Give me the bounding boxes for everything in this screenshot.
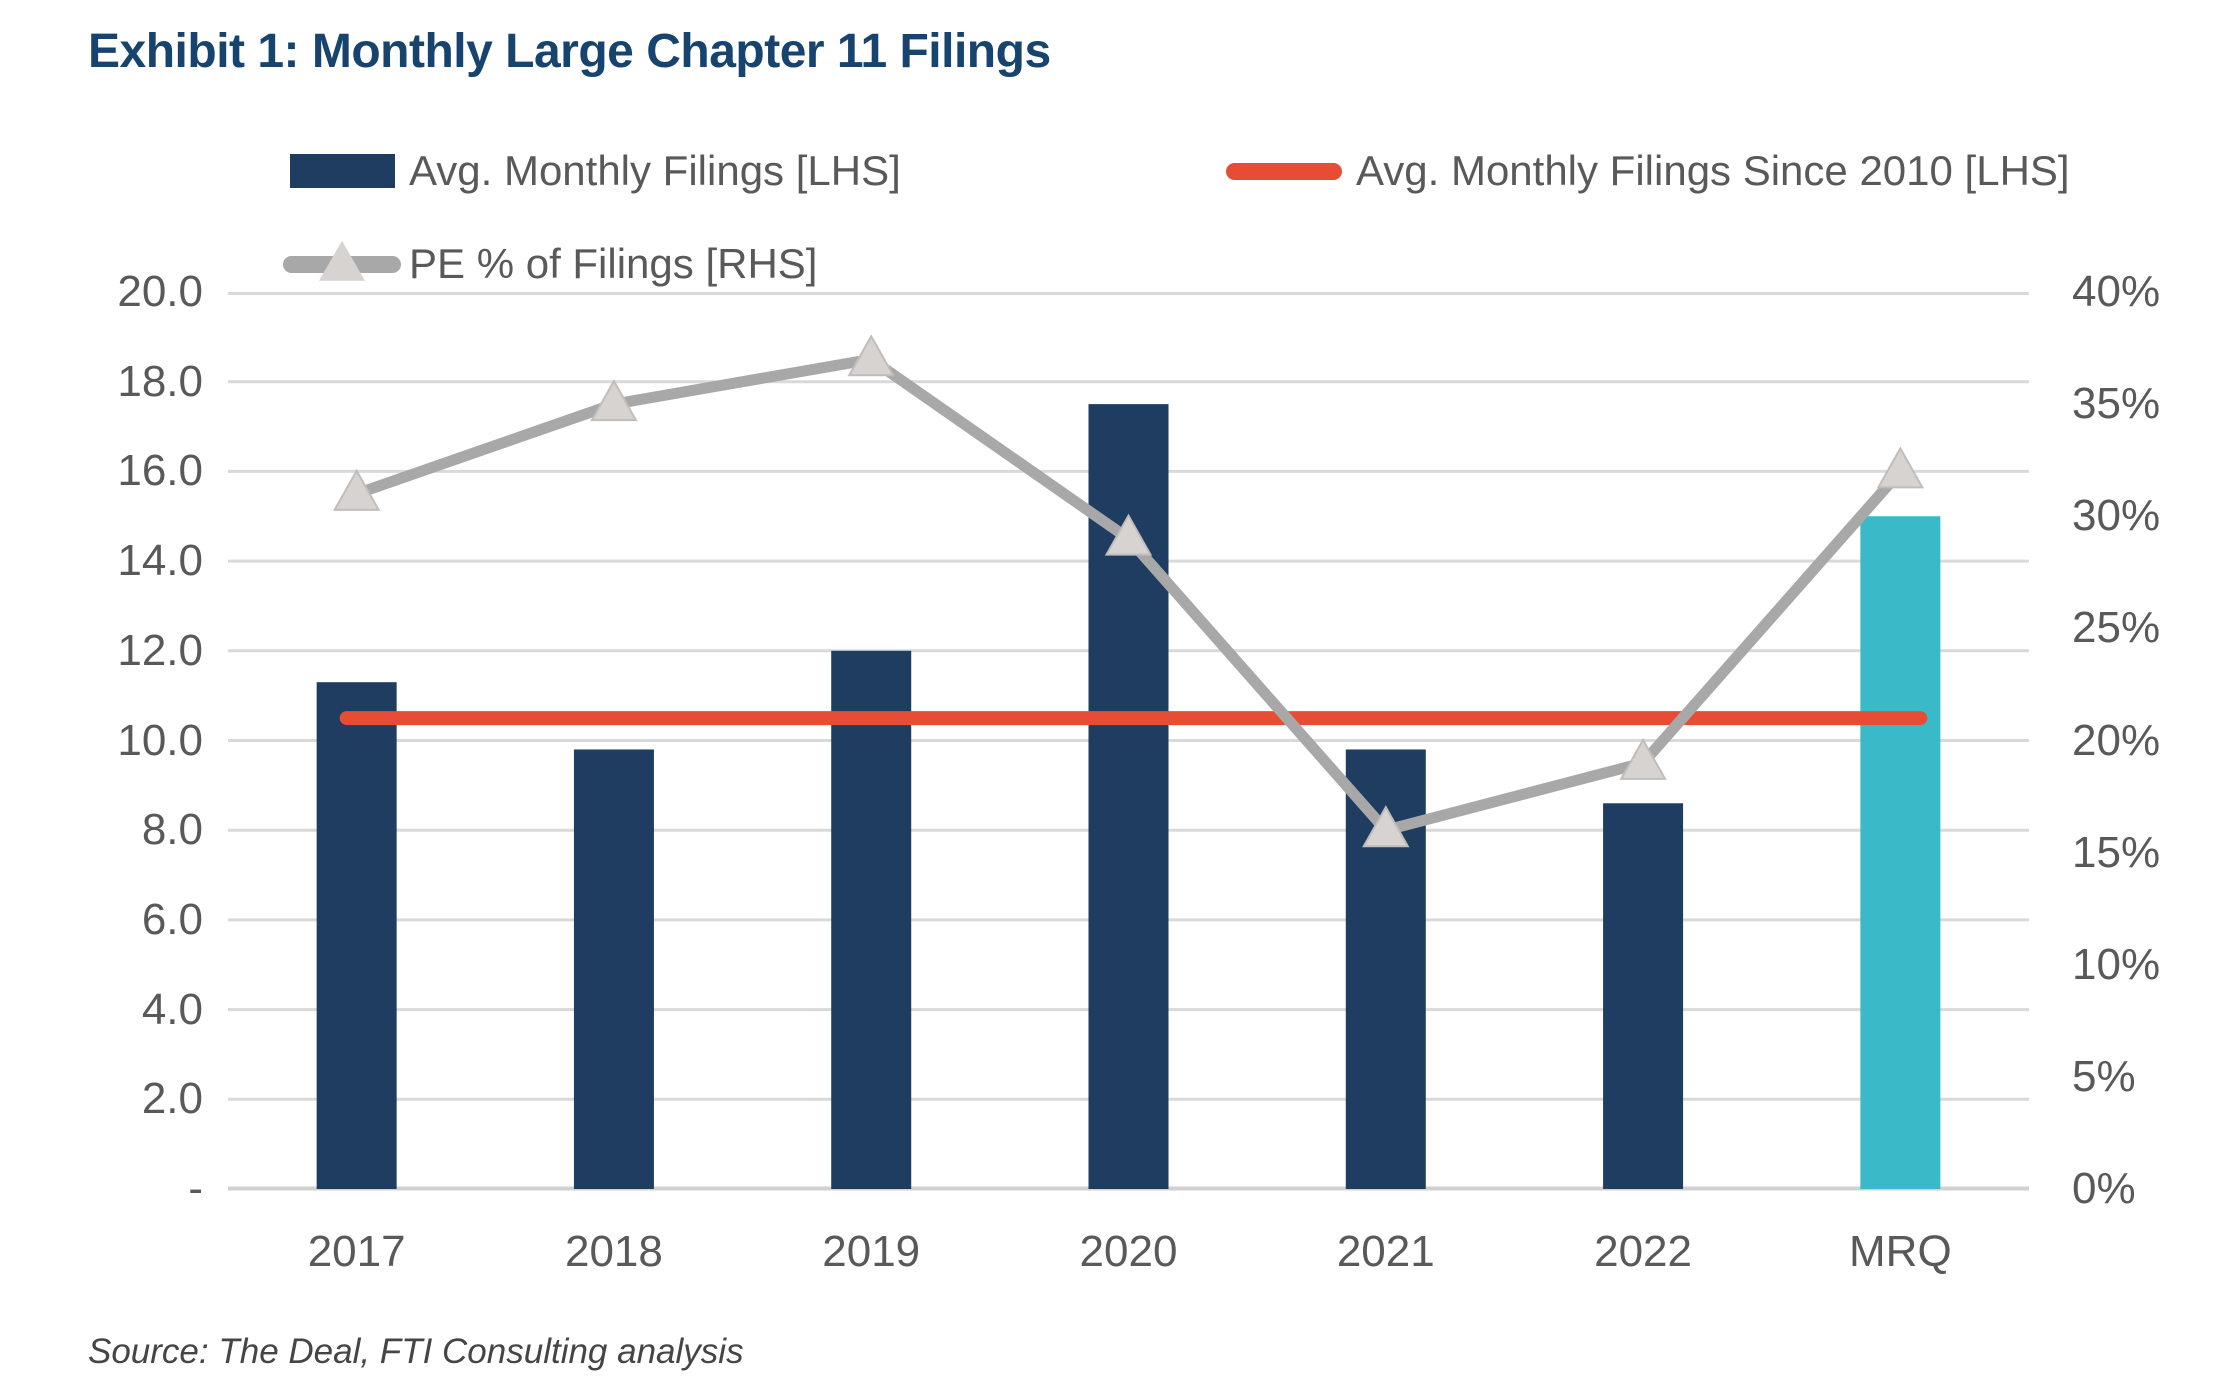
left-axis-tick: 20.0 [117,267,203,316]
left-axis-tick: 2.0 [141,1074,203,1124]
bar-swatch-icon [290,154,395,188]
x-axis-label-2019: 2019 [822,1227,921,1276]
left-axis-tick: 14.0 [117,536,203,586]
left-axis-tick: 10.0 [117,715,203,765]
x-axis-label-2017: 2017 [307,1227,406,1276]
pe-marker-2020 [1104,513,1153,556]
pe-marker-2019 [847,334,895,377]
right-axis-tick: 10% [2072,939,2161,989]
right-axis-tick: 35% [2072,379,2161,429]
right-axis-tick: 5% [2072,1051,2136,1101]
bar-2017 [316,682,397,1189]
left-axis: 20.0 18.0 16.0 14.0 12.0 10.0 8.0 6.0 4.0 2.0 - [55,267,203,1213]
gray-line-triangle-swatch-icon [283,240,401,281]
legend-label: Avg. Monthly Filings Since 2010 [LHS] [1356,147,2070,194]
x-axis-label-2020: 2020 [1079,1227,1178,1276]
red-line-swatch-icon [1226,162,1342,180]
pe-marker-MRQ [1876,446,1925,489]
bar-2019 [831,650,912,1189]
x-axis-label-2018: 2018 [564,1227,663,1276]
x-axis-label-2021: 2021 [1336,1227,1435,1276]
right-axis-tick: 0% [2072,1164,2136,1213]
triangle-marker-icon [319,240,365,281]
x-axis-label-2022: 2022 [1594,1227,1693,1276]
pe-marker-2021 [1362,805,1410,848]
pe-marker-2022 [1619,737,1667,780]
legend-label: Avg. Monthly Filings [LHS] [409,147,901,194]
bar-2022 [1603,803,1684,1189]
pe-marker-2017 [332,468,381,511]
legend-item-pe-pct-filings: PE % of Filings [RHS] [283,240,817,288]
legend-item-avg-monthly-filings: Avg. Monthly Filings [LHS] [290,147,901,195]
right-axis-tick: 15% [2072,827,2161,877]
plot-svg [228,292,2029,1191]
left-axis-tick: 12.0 [117,625,203,675]
source-note: Source: The Deal, FTI Consulting analysi… [88,1332,744,1371]
page-title: Exhibit 1: Monthly Large Chapter 11 Fili… [88,25,1051,78]
right-axis-tick: 40% [2072,267,2161,316]
right-axis-tick: 25% [2072,603,2161,653]
left-axis-tick: 8.0 [141,805,203,855]
x-axis-label-MRQ: MRQ [1849,1227,1952,1276]
left-axis-tick: 4.0 [141,984,203,1034]
right-axis-tick: 20% [2072,715,2161,765]
pe-marker-2018 [590,379,638,422]
bar-MRQ [1860,516,1941,1189]
legend-item-avg-since-2010: Avg. Monthly Filings Since 2010 [LHS] [1226,147,2070,195]
legend-label: PE % of Filings [RHS] [409,240,818,287]
right-axis-tick: 30% [2072,491,2161,541]
left-axis-tick: 18.0 [117,356,203,406]
left-axis-tick: - [188,1164,203,1213]
bar-2018 [573,749,654,1189]
left-axis-tick: 16.0 [117,446,203,496]
right-axis: 40% 35% 30% 25% 20% 15% 10% 5% 0% [2072,267,2232,1213]
left-axis-tick: 6.0 [141,894,203,944]
